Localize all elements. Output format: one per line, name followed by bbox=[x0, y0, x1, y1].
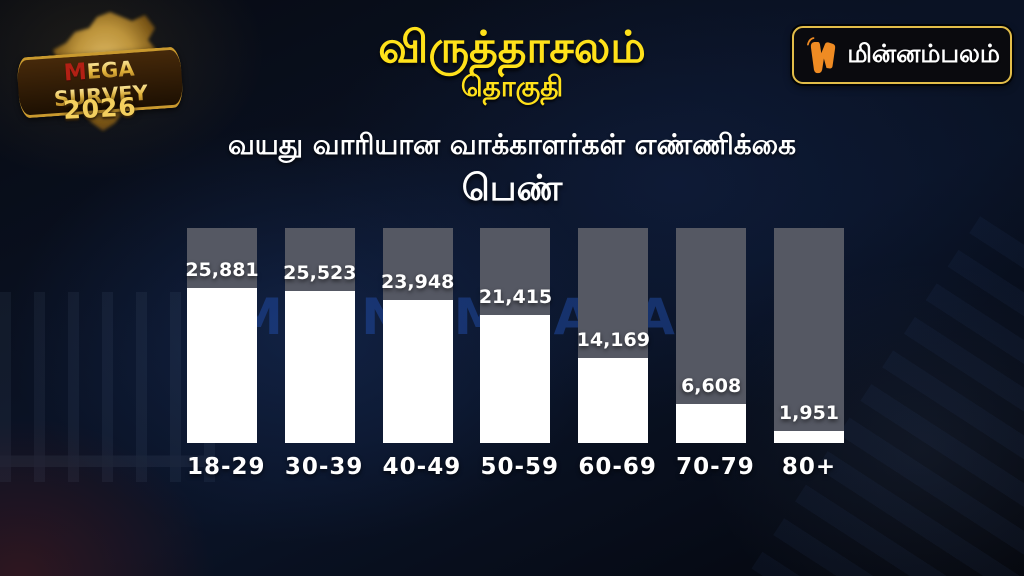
bar-fill bbox=[382, 300, 453, 443]
chart-heading: வயது வாரியான வாக்காளர்கள் எண்ணிக்கை bbox=[227, 128, 797, 161]
bar-column: 25,523 30-39 bbox=[283, 228, 364, 480]
building-silhouette bbox=[0, 292, 215, 482]
bar-fill bbox=[187, 288, 257, 443]
bar-value-label: 25,523 bbox=[283, 262, 357, 284]
bar-value-label: 14,169 bbox=[576, 329, 650, 351]
bar-value-label: 25,881 bbox=[185, 259, 259, 281]
bar-fill bbox=[480, 315, 551, 443]
bar-track: 6,608 bbox=[676, 228, 747, 443]
bar-track: 23,948 bbox=[380, 228, 455, 443]
bar-value-label: 1,951 bbox=[778, 402, 840, 424]
minnambalam-m-icon bbox=[807, 37, 836, 74]
bar-track: 21,415 bbox=[478, 228, 553, 443]
bar-column: 1,951 80+ bbox=[773, 228, 844, 480]
bar-fill bbox=[676, 404, 747, 443]
brand-logo: மின்னம்பலம் bbox=[792, 26, 1012, 84]
bar-fill bbox=[578, 358, 649, 443]
bar-chart: 25,881 18-29 25,523 30-39 23,948 40-49 21,415 5… bbox=[185, 228, 844, 480]
bar-column: 14,169 60-69 bbox=[576, 228, 657, 480]
bar-value-label: 21,415 bbox=[478, 286, 553, 308]
bar-value-label: 23,948 bbox=[380, 271, 455, 293]
constituency-title: விருத்தாசலம் bbox=[378, 22, 646, 73]
bar-column: 6,608 70-79 bbox=[676, 228, 755, 480]
age-group-label: 30-39 bbox=[284, 454, 364, 480]
bar-track: 1,951 bbox=[773, 228, 844, 443]
bar-track: 14,169 bbox=[576, 228, 650, 443]
bar-track: 25,881 bbox=[185, 228, 259, 443]
age-group-label: 70-79 bbox=[676, 454, 755, 480]
brand-name: மின்னம்பலம் bbox=[847, 38, 1000, 68]
mega-survey-letter-m: M bbox=[63, 58, 88, 87]
bar-column: 21,415 50-59 bbox=[478, 228, 560, 480]
age-group-label: 40-49 bbox=[382, 454, 462, 480]
bar-value-label: 6,608 bbox=[681, 375, 742, 397]
age-group-label: 18-29 bbox=[187, 454, 266, 480]
age-group-label: 50-59 bbox=[480, 454, 560, 480]
age-group-label: 80+ bbox=[781, 454, 837, 480]
age-group-label: 60-69 bbox=[578, 454, 657, 480]
bar-track: 25,523 bbox=[283, 228, 357, 443]
bar-column: 25,881 18-29 bbox=[185, 228, 266, 480]
constituency-subtitle: தொகுதி bbox=[460, 70, 564, 103]
bar-fill bbox=[284, 291, 355, 443]
bar-fill bbox=[773, 431, 844, 443]
mega-survey-logo: MEGA SURVEY 2026 bbox=[14, 6, 186, 136]
bar-column: 23,948 40-49 bbox=[380, 228, 462, 480]
gender-label: பெண் bbox=[461, 168, 563, 209]
